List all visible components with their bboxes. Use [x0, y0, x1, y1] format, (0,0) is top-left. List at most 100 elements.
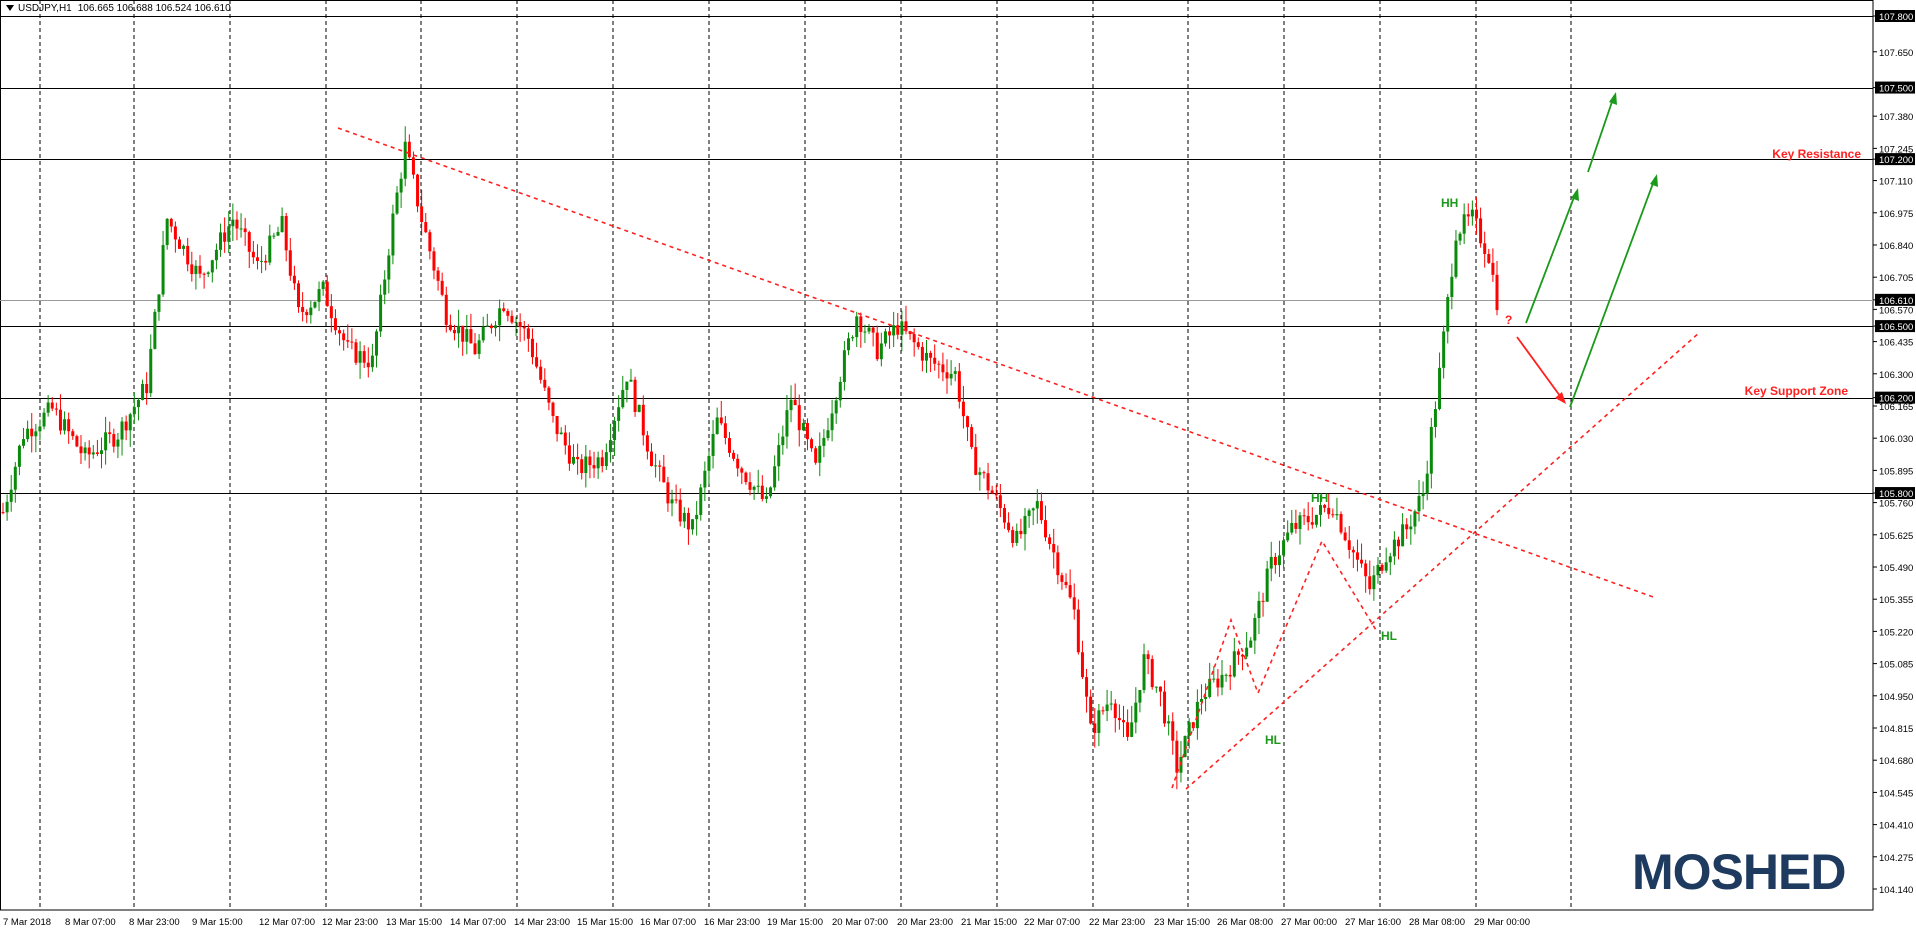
candle-body [132, 407, 136, 415]
y-tick-label: 106.200 [1879, 394, 1913, 405]
candle-body [1474, 209, 1478, 219]
x-tick-label: 22 Mar 07:00 [1024, 917, 1080, 928]
candle-body [715, 417, 719, 435]
candle-body [1199, 699, 1203, 702]
candle-body [325, 281, 329, 307]
candle-body [1310, 522, 1314, 525]
x-tick-label: 14 Mar 07:00 [450, 917, 506, 928]
candle-body [169, 218, 173, 227]
candle-body [1089, 696, 1093, 724]
bullish-arrow-2[interactable] [1587, 95, 1615, 173]
descending-trendline[interactable] [337, 127, 1657, 599]
candle-body [654, 465, 658, 467]
candle-body [1347, 540, 1351, 550]
candle-body [970, 427, 974, 448]
x-tick-label: 28 Mar 08:00 [1409, 917, 1465, 928]
candle-body [1007, 522, 1011, 531]
price-tag [1875, 487, 1915, 500]
candle-body [255, 257, 259, 262]
candle-body [485, 325, 489, 327]
bullish-arrowhead-3 [1650, 174, 1658, 187]
candle-body [1097, 710, 1101, 733]
candle-body [182, 245, 186, 249]
x-tick-label: 20 Mar 23:00 [897, 917, 953, 928]
candle-body [1376, 564, 1380, 576]
candle-body [1327, 507, 1331, 515]
bearish-arrow[interactable] [1516, 336, 1564, 401]
candle-body [1027, 510, 1031, 516]
candle-body [1109, 703, 1113, 705]
candle-body [567, 445, 571, 464]
candle-body [1290, 522, 1294, 533]
ohlc-values: 106.665 106.688 106.524 106.610 [77, 3, 231, 14]
candle-body [444, 294, 448, 325]
candle-body [1052, 543, 1056, 553]
candle-body [633, 379, 637, 412]
candle-body [1323, 505, 1327, 508]
candle-body [128, 414, 132, 431]
y-tick-label: 105.220 [1879, 627, 1913, 638]
candle-body [1076, 609, 1080, 653]
collapse-triangle-icon[interactable] [6, 5, 14, 12]
candle-body [756, 485, 760, 487]
candle-body [34, 431, 38, 437]
candle-body [1113, 703, 1117, 719]
candle-body [1269, 556, 1273, 569]
candle-body [1085, 677, 1089, 697]
candle-body [945, 372, 949, 379]
candle-body [916, 342, 920, 347]
candle-body [1167, 721, 1171, 724]
candle-body [502, 308, 506, 312]
y-tick-label: 104.410 [1879, 821, 1913, 832]
candle-body [1331, 514, 1335, 516]
candle-body [452, 329, 456, 334]
candle-body [801, 423, 805, 431]
candle-body [1216, 678, 1220, 688]
candle-body [1286, 532, 1290, 541]
candle-body [608, 440, 612, 453]
candle-body [432, 251, 436, 271]
candle-body [1146, 654, 1150, 660]
candle-body [243, 228, 247, 233]
candle-body [793, 399, 797, 406]
candle-body [551, 402, 555, 416]
x-tick-label: 21 Mar 15:00 [961, 917, 1017, 928]
candle-body [149, 348, 153, 394]
candle-body [1314, 514, 1318, 525]
wave-zigzag[interactable] [1171, 539, 1377, 789]
x-tick-label: 12 Mar 07:00 [259, 917, 315, 928]
candle-body [235, 219, 239, 229]
candle-body [395, 192, 399, 214]
y-tick-label: 107.200 [1879, 155, 1913, 166]
candle-body [317, 289, 321, 302]
candle-body [494, 325, 498, 329]
y-tick-label: 106.840 [1879, 241, 1913, 252]
x-tick-label: 19 Mar 15:00 [767, 917, 823, 928]
candle-body [26, 428, 30, 440]
candle-body [288, 250, 292, 276]
candle-body [855, 316, 859, 338]
candle-body [1454, 240, 1458, 277]
candle-body [1466, 214, 1470, 217]
candle-body [260, 260, 264, 262]
candle-body [239, 228, 243, 230]
candle-body [1002, 508, 1006, 523]
bullish-arrow-3[interactable] [1569, 177, 1656, 408]
candle-body [617, 407, 621, 421]
x-tick-label: 7 Mar 2018 [3, 917, 51, 928]
bullish-arrow-1[interactable] [1525, 191, 1577, 324]
candle-body [797, 405, 801, 431]
candle-body [42, 412, 46, 427]
candle-body [555, 415, 559, 435]
candle-body [75, 436, 79, 447]
candle-body [1154, 686, 1158, 688]
candle-body [1101, 710, 1105, 712]
price-tag [1875, 320, 1915, 333]
ascending-trendline[interactable] [1185, 331, 1701, 790]
x-tick-label: 13 Mar 15:00 [386, 917, 442, 928]
candle-body [1487, 253, 1491, 263]
candle-body [588, 456, 592, 466]
candle-body [251, 251, 255, 258]
candle-body [1265, 568, 1269, 602]
candle-body [1158, 686, 1162, 692]
